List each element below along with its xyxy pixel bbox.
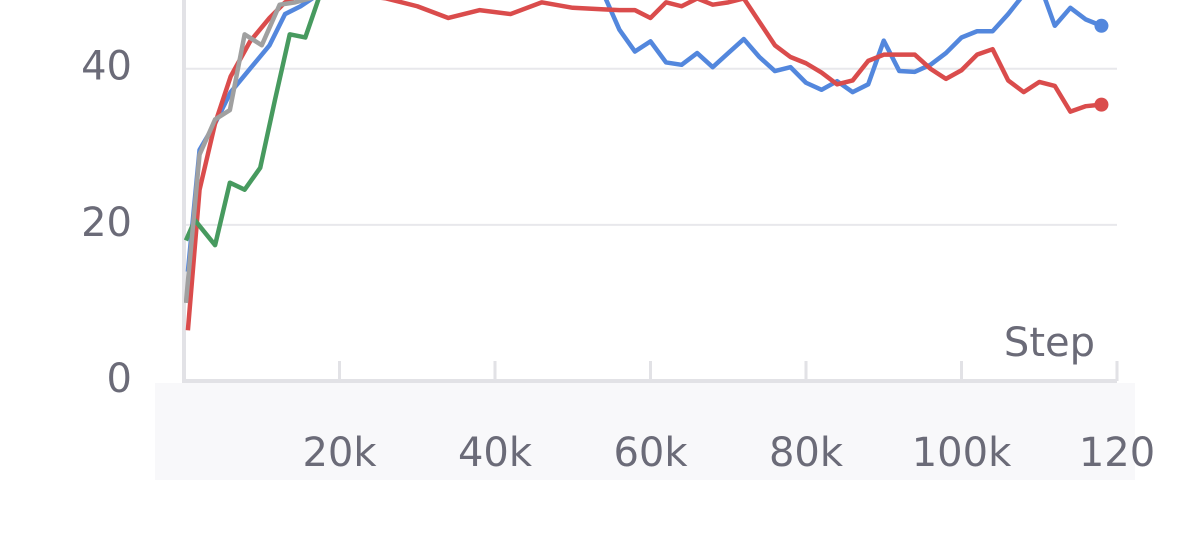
x-tick-label: 100k [912,430,1012,476]
series-line [185,0,1102,331]
x-tick-label: 20k [302,430,377,476]
x-tick-label: 80k [769,430,844,476]
y-tick-label: 40 [81,44,132,90]
x-tick-label: 120 [1079,430,1155,476]
y-tick-label: 20 [81,200,132,246]
axis-band [155,383,1135,480]
series-line [184,0,313,304]
series-line [185,0,1103,272]
y-tick-label: 0 [107,356,132,402]
plot-area [184,0,1109,331]
series-line [184,0,321,248]
end-marker [1094,18,1109,33]
end-marker [1094,97,1109,112]
x-axis-label: Step [1004,320,1095,366]
x-tick-label: 40k [458,430,533,476]
x-tick-label: 60k [613,430,688,476]
